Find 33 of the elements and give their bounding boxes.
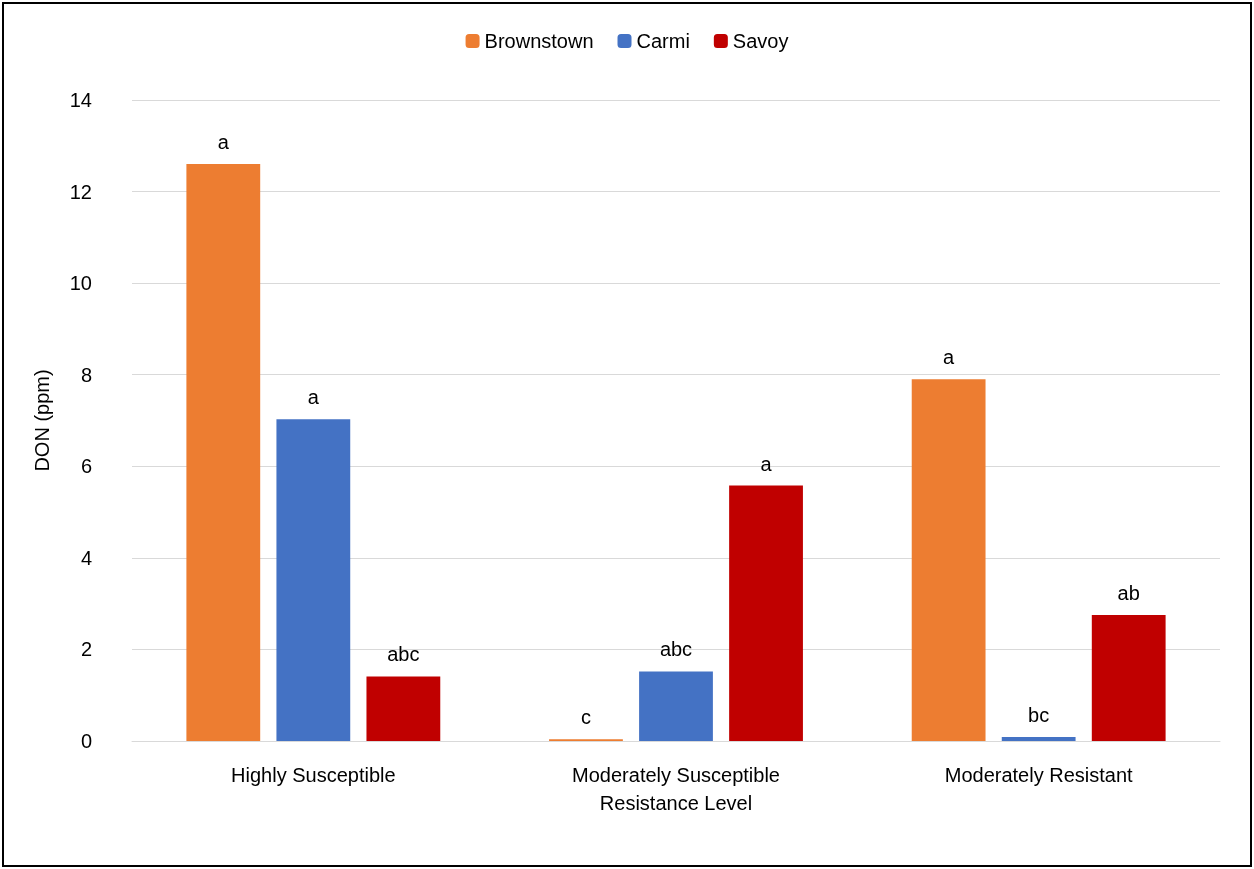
legend-label: Savoy [732,30,789,52]
y-tick-label: 2 [80,638,92,661]
y-tick-label: 10 [69,272,92,295]
data-label: a [943,346,956,369]
x-tick-label: Highly Susceptible [231,764,396,786]
y-tick-label: 4 [80,546,92,569]
y-tick-label: 0 [80,730,92,752]
y-tick-label: 14 [69,89,92,111]
data-label: a [760,452,773,475]
bar [186,164,261,741]
legend-label: Carmi [636,30,690,52]
x-tick-label: Moderately Resistant [944,764,1134,786]
data-label: abc [659,638,693,661]
bar [911,379,986,741]
bar [1091,615,1166,741]
y-tick-label: 8 [80,363,92,386]
data-label: a [307,386,320,409]
y-axis-title: DON (ppm) [31,369,53,472]
y-tick-label: 12 [69,180,92,203]
data-label: c [580,706,591,729]
x-axis-title: Resistance Level [599,792,753,814]
bar [366,676,441,741]
data-label: ab [1117,582,1140,605]
legend-label: Brownstown [484,30,594,52]
bar [729,485,803,741]
bar [639,671,713,741]
x-tick-label: Moderately Susceptible [572,764,780,786]
data-label: abc [387,643,420,666]
bar [1001,736,1076,741]
data-label: a [217,131,230,154]
data-label: bc [1028,703,1050,726]
y-tick-label: 6 [80,455,92,478]
bar [276,419,351,741]
